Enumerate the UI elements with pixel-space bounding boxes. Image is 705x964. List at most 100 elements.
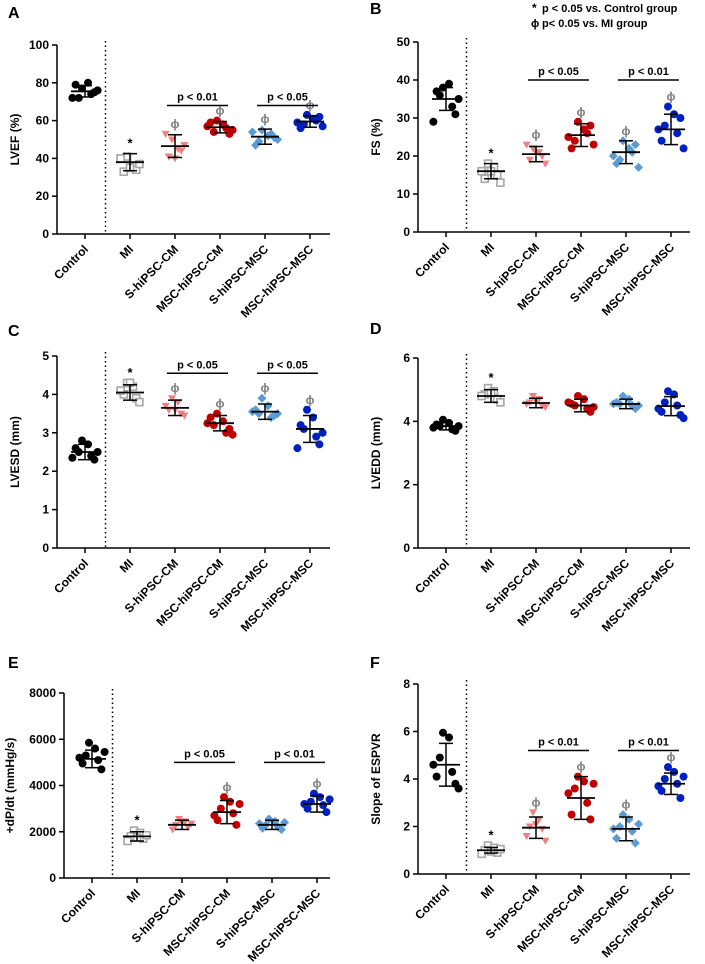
data-point [525,156,534,164]
data-point [529,393,537,400]
data-point [670,767,678,776]
legend-mi-symbol: ɸ [531,18,539,30]
y-tick-label: 10 [397,187,411,201]
data-point [580,777,588,786]
y-tick-label: 4 [403,772,410,786]
data-point [529,809,537,817]
x-tick-label: Control [412,882,452,922]
data-point [630,838,640,848]
data-point [161,130,170,138]
significance-star: * [127,136,133,151]
y-axis-label: FS (%) [369,118,383,155]
data-point [116,154,125,163]
data-point [210,811,219,820]
data-point [318,122,327,131]
data-point [322,808,331,817]
data-point [567,810,576,819]
data-point [161,402,170,410]
y-tick-label: 4000 [29,779,56,793]
comparison-label: p < 0.01 [538,737,579,749]
y-tick-label: 40 [397,73,411,87]
data-point [612,833,622,843]
y-tick-label: 6 [403,725,410,739]
y-axis-label: +dP/dt (mmHg/s) [3,738,17,834]
y-tick-label: 8000 [29,686,56,700]
data-point [226,797,234,806]
data-point [84,78,92,87]
y-tick-label: 30 [397,111,411,125]
data-point [448,767,457,776]
data-point [570,136,579,145]
y-tick-label: 100 [29,38,49,52]
data-point [664,387,672,396]
series-msc-hipsc-msc [654,387,688,423]
data-point [570,784,579,793]
y-tick-label: 4 [42,387,49,401]
series-mi: * [477,828,505,859]
x-tick-label: MI [478,556,497,575]
data-point [496,178,505,187]
data-point [303,405,311,414]
data-point [541,160,550,168]
y-axis-label: Slope of ESPVR [369,733,383,825]
data-point [316,793,324,802]
significance-mi-mark: ɸ [532,128,541,142]
significance-mi-mark: ɸ [667,750,676,764]
data-point [303,110,311,119]
data-point [174,145,182,153]
panel-letter: F [370,655,380,672]
data-point [220,793,228,802]
data-point [445,79,453,88]
series-msc-hipsc-msc: ɸ [654,750,688,802]
legend-control-note: p < 0.05 vs. Control group [542,3,678,15]
significance-mi-mark: ɸ [223,780,232,794]
significance-mi-mark: ɸ [261,112,270,126]
series-s-hipsc-msc: ɸ [247,381,283,422]
data-point [634,819,644,829]
significance-mi-mark: ɸ [622,798,631,812]
data-point [586,815,595,824]
comparison-label: p < 0.05 [184,748,225,760]
y-tick-label: 0 [403,867,410,881]
panel-letter: A [8,5,20,22]
data-point [522,833,531,840]
comparison-label: p < 0.01 [628,66,669,78]
data-point [251,140,261,150]
series-s-hipsc-msc [608,391,644,414]
data-point [660,398,669,407]
data-point [142,830,151,840]
comparison-label: p < 0.05 [177,359,218,371]
data-point [589,779,598,788]
y-tick-label: 0 [42,541,49,555]
comparison-label: p < 0.01 [274,748,315,760]
series-s-hipsc-msc [254,814,290,834]
data-point [564,398,573,407]
series-s-hipsc-msc: ɸ [608,798,644,848]
significance-mi-mark: ɸ [622,124,631,138]
data-point [439,728,447,737]
data-point [432,772,441,781]
panel-letter: B [370,1,382,18]
series-s-hipsc-cm: ɸ [522,128,550,168]
data-point [203,122,212,131]
data-point [247,127,257,137]
significance-mi-mark: ɸ [577,105,586,119]
panel-letter: D [370,321,382,338]
significance-star: * [488,370,494,385]
comparison-label: p < 0.01 [177,91,218,103]
y-tick-label: 6 [403,351,410,365]
y-tick-label: 3 [42,426,49,440]
data-point [634,162,644,172]
data-point [209,127,218,136]
series-control [75,738,109,774]
data-point [135,397,144,407]
y-axis-label: LVEDD (mm) [369,417,383,489]
data-point [228,430,237,439]
data-point [100,747,109,756]
data-point [679,144,688,153]
data-point [319,801,328,810]
